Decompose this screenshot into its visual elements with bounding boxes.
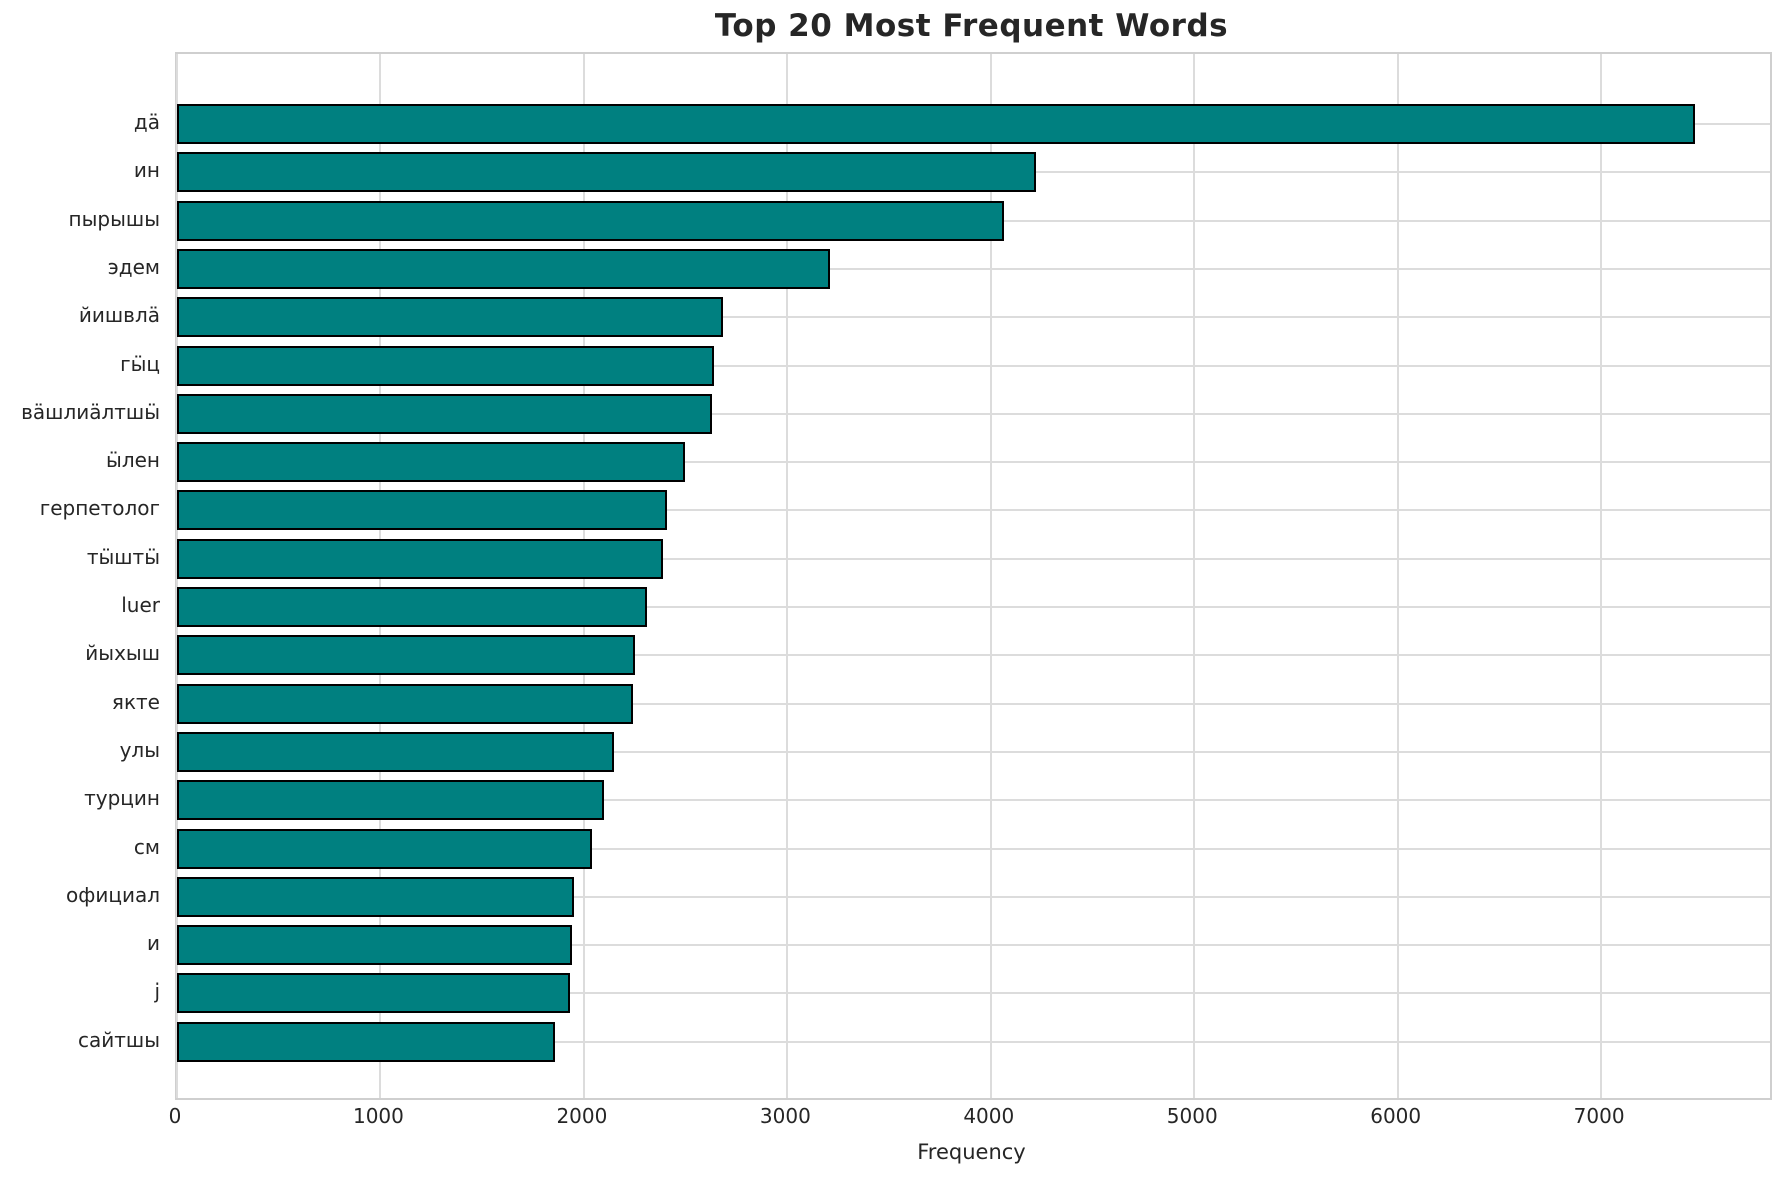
bar	[177, 587, 647, 627]
bar	[177, 1021, 556, 1062]
x-tick-label: 1000	[352, 1104, 404, 1128]
gridline-horizontal	[177, 1040, 1770, 1043]
gridline-horizontal	[177, 654, 1770, 657]
y-tick-label: дä	[133, 110, 160, 134]
y-tick-label: эдем	[107, 254, 160, 279]
gridline-horizontal	[177, 267, 1770, 270]
y-tick-label: j	[154, 979, 160, 1004]
gridline-vertical	[989, 54, 992, 1098]
bar	[177, 925, 572, 966]
chart-title: Top 20 Most Frequent Words	[714, 8, 1229, 44]
bar	[177, 345, 715, 386]
y-tick-label: luer	[121, 593, 160, 617]
plot-area	[175, 52, 1772, 1100]
bar	[177, 731, 615, 772]
gridline-horizontal	[177, 509, 1770, 512]
y-tick-label: вäшлиäлтшӹ	[21, 399, 160, 424]
y-tick-label: ин	[133, 158, 160, 183]
y-tick-label: ӹлен	[106, 448, 160, 473]
gridline-horizontal	[177, 895, 1770, 898]
bar	[177, 538, 664, 579]
y-tick-label: турцин	[84, 786, 160, 811]
y-tick-label: йыхыш	[85, 641, 160, 666]
x-axis-label: Frequency	[917, 1140, 1026, 1164]
bar	[177, 104, 1695, 144]
gridline-vertical	[786, 54, 789, 1098]
x-tick-label: 6000	[1370, 1104, 1422, 1128]
gridline-horizontal	[177, 364, 1770, 367]
bar	[177, 200, 1005, 241]
bar	[177, 683, 633, 724]
y-tick-label: см	[133, 834, 160, 859]
bar	[177, 152, 1036, 193]
y-tick-label: тӹштӹ	[86, 544, 160, 569]
y-tick-label: сайтшы	[78, 1027, 160, 1052]
gridline-horizontal	[177, 750, 1770, 753]
gridline-horizontal	[177, 557, 1770, 560]
gridline-horizontal	[177, 992, 1770, 995]
bar	[177, 490, 668, 531]
x-tick-label: 7000	[1573, 1104, 1625, 1128]
gridline-horizontal	[177, 316, 1770, 319]
bar	[177, 876, 574, 917]
bar	[177, 973, 570, 1014]
y-tick-label: герпетолог	[39, 496, 160, 521]
y-tick-label: йишвлä	[78, 303, 160, 328]
y-tick-label: пырышы	[68, 206, 160, 231]
gridline-horizontal	[177, 702, 1770, 705]
x-tick-label: 4000	[963, 1104, 1015, 1128]
bar	[177, 393, 713, 434]
gridline-horizontal	[177, 847, 1770, 850]
y-tick-label: якте	[111, 689, 160, 714]
bar	[177, 442, 685, 483]
bar	[177, 635, 635, 676]
y-tick-label: и	[147, 931, 160, 956]
gridline-horizontal	[177, 461, 1770, 464]
bar	[177, 248, 831, 289]
x-tick-label: 2000	[556, 1104, 608, 1128]
gridline-vertical	[1193, 54, 1196, 1098]
gridline-vertical	[1396, 54, 1399, 1098]
gridline-horizontal	[177, 606, 1770, 608]
gridline-horizontal	[177, 412, 1770, 415]
y-tick-label: улы	[119, 737, 160, 762]
bar	[177, 297, 724, 338]
x-tick-label: 0	[168, 1104, 182, 1128]
gridline-vertical	[1600, 54, 1603, 1098]
gridline-horizontal	[177, 799, 1770, 802]
y-tick-label: официал	[66, 882, 160, 907]
bar	[177, 780, 605, 821]
x-tick-label: 3000	[759, 1104, 811, 1128]
gridline-horizontal	[177, 944, 1770, 947]
x-tick-label: 5000	[1166, 1104, 1218, 1128]
y-tick-label: гӹц	[120, 351, 160, 376]
bar	[177, 828, 593, 869]
